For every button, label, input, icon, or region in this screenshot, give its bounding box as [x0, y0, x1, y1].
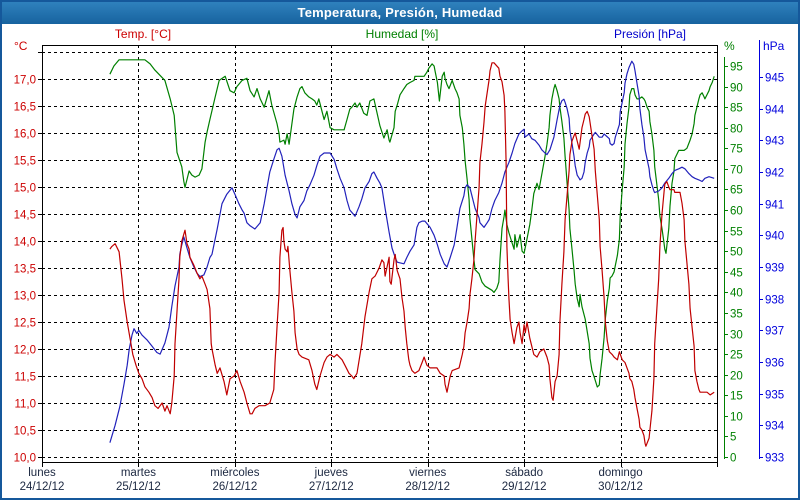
day-date: 26/12/12 — [212, 481, 258, 493]
day-date: 24/12/12 — [19, 481, 65, 493]
pressure-line — [109, 60, 715, 443]
day-name: jueves — [314, 467, 348, 479]
day-name: sábado — [505, 467, 543, 479]
pressure-axis-tick-label: 939 — [765, 263, 784, 275]
temp-axis-tick-label: 15,5 — [14, 156, 36, 168]
pressure-axis-tick-label: 942 — [765, 168, 784, 180]
temperature-line — [109, 62, 715, 447]
pressure-axis-tick-label: 940 — [765, 231, 784, 243]
day-date: 28/12/12 — [405, 481, 451, 493]
legend-humidity: Humedad [%] — [365, 27, 439, 41]
day-name: domingo — [598, 467, 643, 479]
pressure-axis-tick-label: 937 — [765, 326, 784, 338]
humidity-axis-tick-label: 20 — [730, 371, 743, 383]
humidity-axis-tick-label: 30 — [730, 330, 743, 342]
pressure-axis-unit: hPa — [763, 39, 785, 53]
humidity-axis-tick-label: 65 — [730, 185, 743, 197]
day-name: lunes — [28, 467, 56, 479]
humidity-axis-tick-label: 60 — [730, 206, 743, 218]
plot-border — [42, 45, 718, 463]
temp-axis-tick-label: 12,5 — [14, 318, 36, 330]
temp-axis-tick-label: 17,0 — [14, 75, 36, 87]
humidity-axis-unit: % — [724, 39, 735, 53]
x-axis-day-label: sábado 29/12/12 — [482, 466, 566, 494]
x-axis-day-label: miércoles 26/12/12 — [193, 466, 277, 494]
window-title-bar: Temperatura, Presión, Humedad — [2, 2, 798, 24]
day-date: 25/12/12 — [116, 481, 161, 493]
humidity-axis-tick-label: 95 — [730, 62, 743, 74]
temp-axis-tick-label: 13,0 — [14, 291, 36, 303]
temp-axis-tick-label: 10,0 — [14, 453, 36, 465]
humidity-axis-tick-label: 45 — [730, 268, 743, 280]
pressure-axis-tick-label: 934 — [765, 421, 785, 433]
humidity-axis-tick-label: 75 — [730, 144, 743, 156]
humidity-axis-tick-label: 35 — [730, 309, 743, 321]
humidity-axis-tick-label: 90 — [730, 83, 743, 95]
humidity-axis-tick-label: 80 — [730, 124, 743, 136]
humidity-axis-tick-label: 15 — [730, 391, 743, 403]
temp-axis-tick-label: 15,0 — [14, 183, 36, 195]
temp-axis-tick-label: 11,5 — [14, 372, 36, 384]
temp-axis-tick-label: 12,0 — [14, 345, 36, 357]
x-axis-day-label: viernes 28/12/12 — [386, 466, 470, 494]
day-date: 27/12/12 — [308, 481, 354, 493]
humidity-axis-tick-label: 70 — [730, 165, 743, 177]
humidity-axis-tick-label: 50 — [730, 247, 743, 259]
pressure-axis-tick-label: 944 — [765, 105, 785, 117]
temp-axis-tick-label: 14,5 — [14, 210, 36, 222]
x-axis-day-label: domingo 30/12/12 — [579, 466, 663, 494]
legend-pressure: Presión [hPa] — [613, 27, 687, 41]
humidity-axis-tick-label: 5 — [730, 432, 736, 444]
day-date: 29/12/12 — [501, 481, 547, 493]
humidity-axis-tick-label: 10 — [730, 412, 743, 424]
temp-axis-unit: °C — [14, 39, 28, 53]
legend-temperature: Temp. [°C] — [114, 27, 172, 41]
day-date: 30/12/12 — [598, 481, 643, 493]
temp-axis-tick-label: 16,5 — [14, 102, 36, 114]
temp-axis-tick-label: 16,0 — [14, 129, 36, 141]
humidity-line — [109, 59, 715, 388]
window-title: Temperatura, Presión, Humedad — [297, 5, 503, 20]
temp-axis-tick-label: 14,0 — [14, 237, 36, 249]
pressure-axis-tick-label: 933 — [765, 453, 784, 465]
temp-axis-tick-label: 11,0 — [14, 399, 36, 411]
humidity-axis-tick-label: 85 — [730, 103, 743, 115]
x-axis-day-label: jueves 27/12/12 — [289, 466, 373, 494]
pressure-axis-tick-label: 943 — [765, 136, 784, 148]
pressure-axis-tick-label: 945 — [765, 73, 784, 85]
pressure-axis-tick-label: 941 — [765, 200, 784, 212]
temp-axis-tick-label: 13,5 — [14, 264, 36, 276]
pressure-axis-tick-label: 935 — [765, 390, 784, 402]
x-axis-day-label: martes 25/12/12 — [96, 466, 180, 494]
day-name: martes — [120, 467, 156, 479]
humidity-axis-tick-label: 0 — [730, 453, 736, 465]
x-axis-day-label: lunes 24/12/12 — [2, 466, 84, 494]
pressure-axis-tick-label: 938 — [765, 295, 784, 307]
humidity-axis-tick-label: 25 — [730, 350, 743, 362]
humidity-axis-tick-label: 55 — [730, 227, 743, 239]
day-name: viernes — [409, 467, 447, 479]
temp-axis-tick-label: 10,5 — [14, 426, 36, 438]
day-name: miércoles — [210, 467, 260, 479]
humidity-axis-tick-label: 40 — [730, 288, 743, 300]
pressure-axis-tick-label: 936 — [765, 358, 784, 370]
